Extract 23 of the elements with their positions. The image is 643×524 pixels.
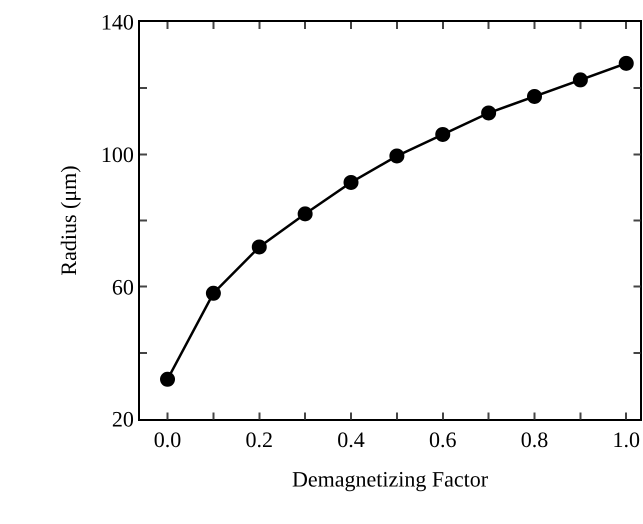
y-tick-label: 140	[100, 10, 134, 35]
x-tick-label: 0.4	[337, 427, 365, 452]
point	[618, 56, 634, 71]
x-axis-title: Demagnetizing Factor	[292, 466, 489, 492]
point	[206, 286, 221, 301]
point	[572, 72, 588, 88]
y-axis-title: Radius (μm)	[56, 165, 82, 276]
y-tick-label: 60	[112, 274, 134, 300]
point	[527, 88, 542, 104]
point	[160, 372, 176, 387]
x-tick-label: 0.6	[429, 427, 456, 452]
point	[435, 126, 450, 142]
point	[389, 148, 404, 164]
x-tick-label: 0.0	[154, 427, 182, 452]
point	[344, 174, 359, 190]
y-tick-label: 20	[112, 406, 134, 432]
x-tick-label: 0.8	[520, 427, 548, 452]
x-tick-label: 1.0	[612, 427, 640, 452]
point	[481, 105, 496, 120]
point	[298, 206, 313, 222]
point	[252, 239, 267, 254]
y-tick-label: 100	[100, 142, 134, 168]
x-tick-label: 0.2	[246, 427, 274, 452]
